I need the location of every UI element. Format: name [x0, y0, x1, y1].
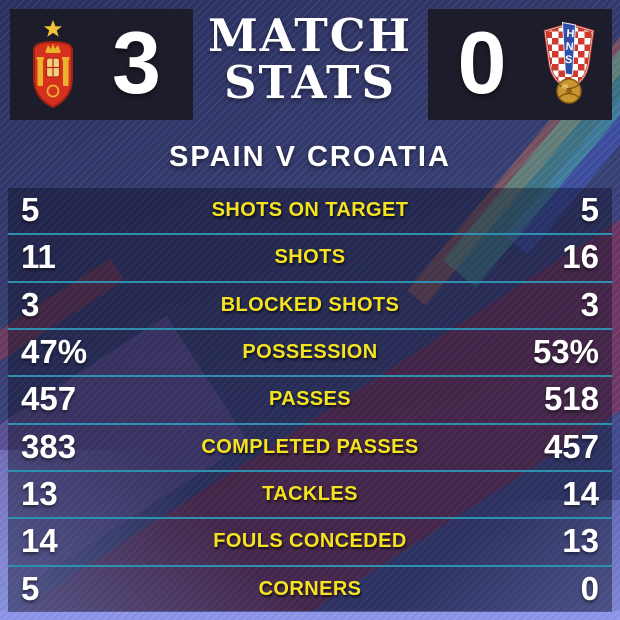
- home-value: 457: [21, 380, 77, 418]
- title-line-2: STATS: [224, 55, 396, 109]
- stat-label: BLOCKED SHOTS: [220, 293, 400, 316]
- stat-label: COMPLETED PASSES: [201, 435, 419, 458]
- away-value: 518: [543, 380, 599, 418]
- stat-label: SHOTS ON TARGET: [211, 199, 409, 222]
- away-value: 457: [543, 427, 599, 465]
- stat-row-shots: 11 SHOTS 16: [8, 235, 612, 283]
- home-value: 3: [21, 285, 40, 323]
- stat-row-fouls-conceded: 14 FOULS CONCEDED 13: [8, 519, 612, 567]
- away-value: 14: [562, 475, 599, 513]
- croatia-crest-icon: HNS: [536, 19, 602, 111]
- away-score: 0: [457, 12, 507, 112]
- stat-row-possession: 47% POSSESSION 53%: [8, 330, 612, 378]
- home-value: 383: [21, 427, 77, 465]
- away-value: 13: [562, 522, 599, 560]
- spain-crest-icon: [26, 19, 80, 111]
- home-value: 14: [21, 522, 58, 560]
- away-score-box: 0: [428, 9, 612, 120]
- stat-row-completed-passes: 383 COMPLETED PASSES 457: [8, 425, 612, 472]
- hns-crest-text: HNS: [562, 27, 577, 67]
- bg-bottom-strip: [0, 611, 620, 620]
- stat-row-blocked-shots: 3 BLOCKED SHOTS 3: [8, 283, 612, 330]
- stat-label: SHOTS: [274, 246, 346, 269]
- match-stats-title: MATCH STATS: [188, 9, 432, 109]
- stat-label: POSSESSION: [242, 341, 378, 364]
- stat-label: PASSES: [268, 388, 352, 411]
- away-value: 0: [580, 569, 599, 607]
- home-value: 5: [21, 191, 40, 229]
- stat-label: FOULS CONCEDED: [213, 530, 407, 553]
- stats-table: 5 SHOTS ON TARGET 5 11 SHOTS 16 3 BLOCKE…: [8, 188, 612, 612]
- away-value: 3: [580, 285, 599, 323]
- home-value: 47%: [21, 333, 88, 371]
- home-score: 3: [112, 12, 161, 112]
- home-score-box: 3: [10, 9, 193, 120]
- away-value: 16: [562, 238, 599, 276]
- home-value: 11: [21, 238, 56, 276]
- stat-row-shots-on-target: 5 SHOTS ON TARGET 5: [8, 188, 612, 236]
- stat-row-corners: 5 CORNERS 0: [8, 567, 612, 612]
- fixture-title: SPAIN V CROATIA: [169, 141, 451, 173]
- home-value: 5: [21, 569, 40, 607]
- stat-row-passes: 457 PASSES 518: [8, 377, 612, 425]
- title-line-1: MATCH: [207, 9, 413, 62]
- away-value: 53%: [532, 333, 599, 371]
- stat-label: TACKLES: [262, 483, 358, 506]
- stat-label: CORNERS: [258, 577, 362, 600]
- away-value: 5: [580, 191, 599, 229]
- home-value: 13: [21, 475, 58, 513]
- stat-row-tackles: 13 TACKLES 14: [8, 472, 612, 520]
